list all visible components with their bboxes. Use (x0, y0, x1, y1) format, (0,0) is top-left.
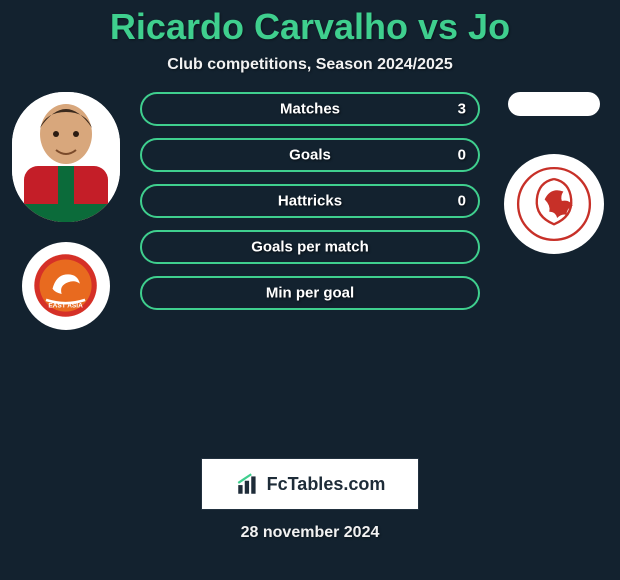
club-badge-left-svg: EAST ASIA (33, 253, 98, 318)
bar-row: Goals 0 (140, 138, 480, 172)
club-badge-right (504, 154, 604, 254)
subtitle: Club competitions, Season 2024/2025 (0, 56, 620, 74)
bar-label: Min per goal (140, 285, 480, 302)
bar-value: 3 (458, 101, 466, 118)
date-text: 28 november 2024 (0, 524, 620, 542)
source-logo-text: FcTables.com (267, 474, 386, 495)
club-badge-left: EAST ASIA (22, 242, 110, 330)
player-photo-right-placeholder (508, 92, 600, 116)
bar-label: Hattricks (140, 193, 480, 210)
left-column: EAST ASIA (6, 92, 126, 330)
svg-text:EAST ASIA: EAST ASIA (49, 303, 84, 310)
player-photo-left (12, 92, 120, 222)
comparison-area: EAST ASIA Matches 3 Goals 0 Hattricks (0, 92, 620, 452)
source-logo-box: FcTables.com (201, 458, 419, 510)
player-svg-left (12, 92, 120, 222)
club-badge-right-svg (515, 165, 593, 243)
bar-label: Goals (140, 147, 480, 164)
bar-row: Min per goal (140, 276, 480, 310)
bar-row: Matches 3 (140, 92, 480, 126)
right-column (494, 92, 614, 254)
bar-label: Goals per match (140, 239, 480, 256)
chart-icon (235, 471, 261, 497)
bar-label: Matches (140, 101, 480, 118)
bar-value: 0 (458, 147, 466, 164)
bar-value: 0 (458, 193, 466, 210)
stat-bars: Matches 3 Goals 0 Hattricks 0 Goals per … (140, 92, 480, 322)
bar-row: Goals per match (140, 230, 480, 264)
page-title: Ricardo Carvalho vs Jo (0, 0, 620, 48)
bar-row: Hattricks 0 (140, 184, 480, 218)
